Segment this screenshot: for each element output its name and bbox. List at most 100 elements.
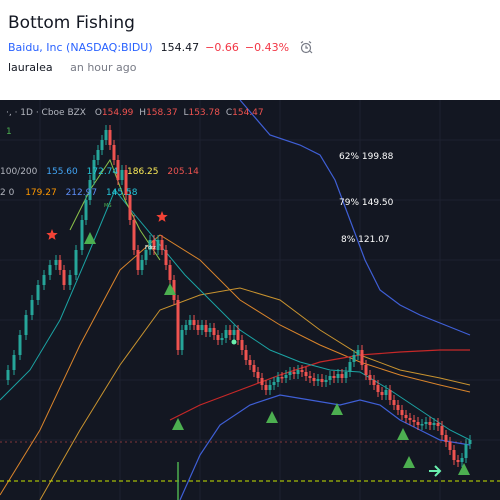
ma-row1-value-2: 172.74	[86, 167, 119, 177]
candle-body	[100, 140, 104, 150]
ma-row1-label: 100/200	[0, 167, 38, 177]
last-price: 154.47	[160, 40, 200, 54]
candle-body	[96, 150, 100, 160]
candle-body	[452, 450, 456, 460]
author-name[interactable]: lauralea	[8, 61, 53, 74]
candle-body	[352, 355, 356, 362]
candle-body	[392, 400, 396, 405]
sell-star-icon	[156, 211, 168, 222]
ma-red	[169, 349, 470, 421]
candle-body	[200, 325, 204, 330]
candle-body	[68, 275, 72, 285]
high-label: H	[139, 108, 147, 118]
ma-teal	[0, 189, 471, 441]
indicator-lines	[0, 100, 500, 500]
price-change: −0.66	[205, 40, 239, 54]
candle-body	[42, 275, 46, 285]
interval-exchange: ·, · 1D · Cboe BZX	[6, 108, 86, 118]
candle-body	[140, 260, 144, 270]
candle-body	[344, 372, 348, 378]
candle-body	[176, 300, 180, 350]
buy-triangle-icon	[403, 456, 415, 468]
candle-body	[300, 370, 304, 372]
ohlc-legend: ·, · 1D · Cboe BZX O154.99 H158.37 L153.…	[6, 108, 264, 118]
price-chart[interactable]: ·, · 1D · Cboe BZX O154.99 H158.37 L153.…	[0, 100, 500, 500]
tiny-label-fdrz: Fdrz	[145, 245, 156, 251]
candle-body	[316, 379, 320, 381]
candle-body	[92, 160, 96, 180]
candle-body	[252, 365, 256, 372]
candle-body	[216, 335, 220, 340]
publish-time: an hour ago	[70, 61, 137, 74]
buy-triangle-icon	[331, 403, 343, 415]
alarm-clock-icon[interactable]	[299, 40, 313, 54]
arrow-right-icon	[429, 465, 442, 477]
candle-body	[62, 270, 66, 285]
fib-62-pct: 62%	[339, 152, 360, 162]
ma-row1-value-1: 155.60	[46, 167, 78, 177]
candle-body	[424, 422, 428, 424]
candle-body	[444, 435, 448, 442]
candle-body	[460, 458, 464, 462]
candle-body	[6, 370, 10, 380]
candle-body	[84, 200, 88, 220]
idea-header: Bottom Fishing Baidu, Inc (NASDAQ:BIDU) …	[0, 0, 500, 100]
candle-body	[228, 330, 232, 335]
candle-body	[420, 424, 424, 426]
candle-body	[124, 170, 128, 195]
candle-body	[128, 195, 132, 220]
ma-row2-value-1: 179.27	[25, 188, 57, 198]
candle-body	[384, 390, 388, 395]
candle-body	[24, 315, 28, 335]
candle-body	[268, 385, 272, 390]
candle-body	[160, 240, 164, 250]
candle-body	[440, 426, 444, 435]
signal-dot-icon	[231, 339, 237, 345]
candle-body	[212, 328, 216, 335]
candle-body	[276, 377, 280, 382]
candle-body	[120, 170, 124, 180]
candle-body	[12, 355, 16, 370]
open-label: O	[94, 108, 102, 118]
bollinger-lower	[179, 394, 471, 500]
candle-body	[408, 418, 412, 420]
candle-body	[364, 365, 368, 375]
candle-body	[196, 325, 200, 330]
candle-body	[192, 320, 196, 325]
candlesticks	[6, 125, 472, 467]
ma-orange	[0, 234, 471, 496]
ma-row2-label: 2 0	[0, 188, 15, 198]
close-value: 154.47	[232, 108, 264, 118]
candle-body	[168, 265, 172, 280]
candle-body	[324, 380, 328, 382]
candle-body	[360, 350, 364, 365]
candle-body	[240, 340, 244, 350]
candle-body	[332, 376, 336, 378]
candle-body	[356, 350, 360, 355]
candle-body	[416, 422, 420, 425]
candle-body	[304, 372, 308, 376]
candle-body	[272, 382, 276, 385]
candle-body	[368, 375, 372, 380]
price-change-percent: −0.43%	[244, 40, 290, 54]
candle-body	[432, 423, 436, 425]
ma-row1-value-4: 205.14	[167, 167, 199, 177]
candle-body	[312, 378, 316, 381]
candle-body	[108, 130, 112, 145]
candle-body	[328, 376, 332, 380]
symbol-link[interactable]: Baidu, Inc (NASDAQ:BIDU)	[8, 40, 153, 54]
ma-legend-row1: 100/200 155.60 172.74 186.25 205.14	[0, 167, 199, 177]
buy-triangle-icon	[172, 418, 184, 430]
candle-body	[156, 240, 160, 250]
candle-body	[244, 350, 248, 360]
candle-body	[428, 422, 432, 425]
candle-body	[284, 375, 288, 378]
candle-body	[436, 423, 440, 426]
candle-body	[336, 374, 340, 378]
signal-markers	[46, 211, 470, 477]
bollinger-upper	[239, 100, 471, 336]
indicator-count[interactable]: 1	[6, 127, 12, 137]
candle-body	[152, 240, 156, 250]
candle-body	[30, 300, 34, 315]
candle-body	[36, 285, 40, 300]
